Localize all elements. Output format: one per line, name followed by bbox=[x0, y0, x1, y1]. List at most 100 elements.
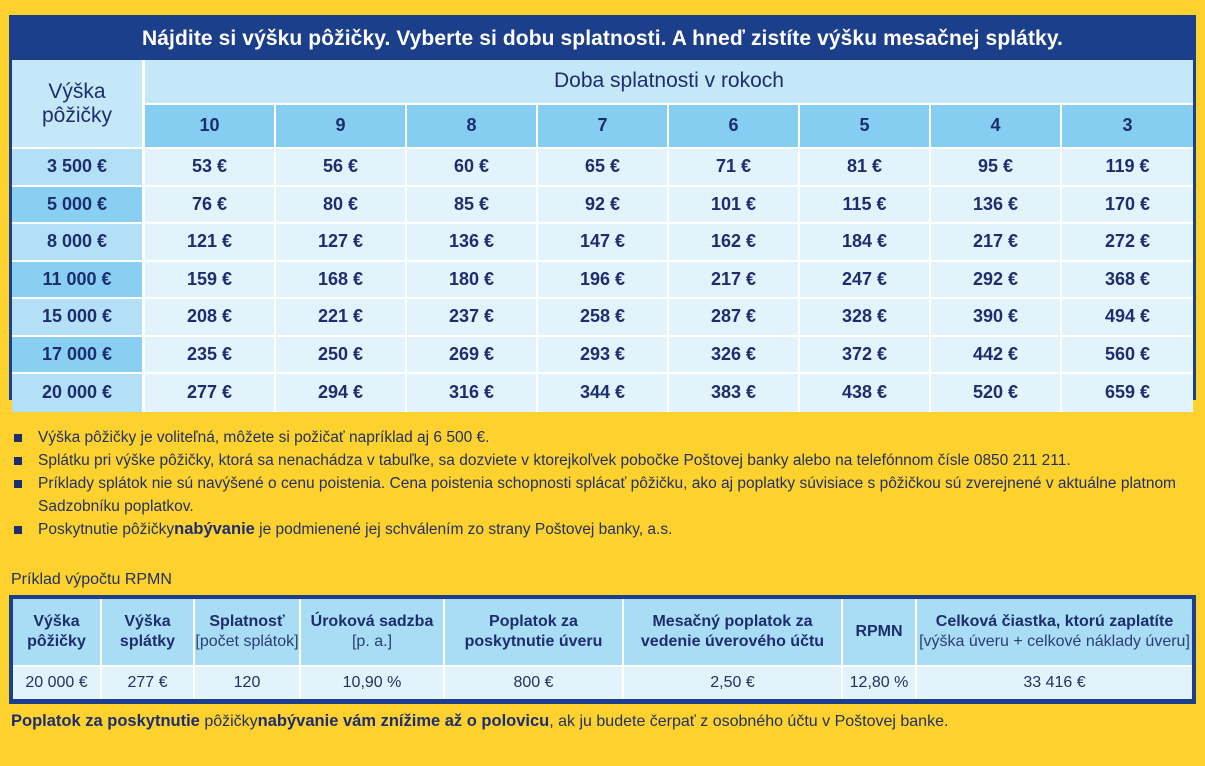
rpmn-header-row: Výška pôžičky Výška splátky Splatnosť [poče… bbox=[13, 599, 1192, 667]
installment-cell: 258 € bbox=[538, 299, 669, 337]
rpmn-header-subtitle: [počet splátok] bbox=[195, 633, 299, 650]
installment-cell: 208 € bbox=[145, 299, 276, 337]
note-text: Poskytnutie pôžičky bbox=[38, 521, 175, 538]
loan-amount-cell: 11 000 € bbox=[12, 261, 145, 299]
footer-text: pôžičky bbox=[199, 713, 258, 730]
installment-cell: 60 € bbox=[407, 149, 538, 187]
footer-emphasis: Poplatok za poskytnutie bbox=[11, 712, 200, 730]
loan-amount-header-line1: Výška bbox=[48, 79, 106, 103]
rpmn-table: Výška pôžičky Výška splátky Splatnosť [poče… bbox=[13, 599, 1192, 699]
installment-cell: 147 € bbox=[538, 224, 669, 262]
installment-cell: 76 € bbox=[145, 186, 276, 224]
rpmn-header-title: Úroková sadzba bbox=[310, 613, 434, 630]
term-row: 10 9 8 7 6 5 4 3 bbox=[12, 104, 1193, 149]
note-item: Poskytnutie pôžičkynabývanie je podmiene… bbox=[12, 518, 1192, 541]
installment-cell: 81 € bbox=[800, 149, 931, 187]
installment-cell: 217 € bbox=[669, 261, 800, 299]
installment-cell: 372 € bbox=[800, 336, 931, 374]
installment-cell: 277 € bbox=[145, 374, 276, 412]
installment-cell: 65 € bbox=[538, 149, 669, 187]
installment-cell: 115 € bbox=[800, 186, 931, 224]
installment-cell: 344 € bbox=[538, 374, 669, 412]
installment-cell: 294 € bbox=[276, 374, 407, 412]
term-year-header: 6 bbox=[669, 104, 800, 149]
installment-cell: 237 € bbox=[407, 299, 538, 337]
rpmn-value-cell: 20 000 € bbox=[13, 667, 102, 699]
installment-cell: 71 € bbox=[669, 149, 800, 187]
installment-cell: 328 € bbox=[800, 299, 931, 337]
installment-cell: 53 € bbox=[145, 149, 276, 187]
installment-cell: 92 € bbox=[538, 186, 669, 224]
notes-list: Výška pôžičky je voliteľná, môžete si po… bbox=[12, 426, 1192, 541]
loan-table-panel: Nájdite si výšku pôžičky. Vyberte si dob… bbox=[9, 15, 1196, 412]
example-label: Príklad výpočtu RPMN bbox=[11, 571, 172, 588]
loan-amount-cell: 20 000 € bbox=[12, 374, 145, 412]
rpmn-header-title: Poplatok za poskytnutie úveru bbox=[464, 613, 603, 650]
note-item: Výška pôžičky je voliteľná, môžete si po… bbox=[12, 426, 1192, 449]
rpmn-value-cell: 10,90 % bbox=[301, 667, 445, 699]
rpmn-header-cell: Výška pôžičky bbox=[13, 599, 102, 667]
installment-cell: 127 € bbox=[276, 224, 407, 262]
installment-cell: 56 € bbox=[276, 149, 407, 187]
installment-cell: 136 € bbox=[931, 186, 1062, 224]
installment-cell: 119 € bbox=[1062, 149, 1193, 187]
installment-cell: 250 € bbox=[276, 336, 407, 374]
square-bullet-icon bbox=[14, 480, 22, 488]
installment-cell: 221 € bbox=[276, 299, 407, 337]
installment-cell: 80 € bbox=[276, 186, 407, 224]
rpmn-header-cell: Výška splátky bbox=[102, 599, 195, 667]
table-row: 3 500 €53 €56 €60 €65 €71 €81 €95 €119 € bbox=[12, 149, 1193, 187]
installment-cell: 235 € bbox=[145, 336, 276, 374]
installment-cell: 293 € bbox=[538, 336, 669, 374]
installment-cell: 217 € bbox=[931, 224, 1062, 262]
installment-cell: 170 € bbox=[1062, 186, 1193, 224]
rpmn-value-cell: 120 bbox=[195, 667, 301, 699]
footer-emphasis: nabývanie vám znížime až o polovicu bbox=[257, 712, 550, 730]
rpmn-value-cell: 33 416 € bbox=[917, 667, 1192, 699]
rpmn-table-panel: Výška pôžičky Výška splátky Splatnosť [poče… bbox=[9, 595, 1196, 704]
rpmn-value-cell: 800 € bbox=[445, 667, 624, 699]
installment-cell: 162 € bbox=[669, 224, 800, 262]
installment-cell: 292 € bbox=[931, 261, 1062, 299]
rpmn-header-subtitle: [výška úveru + celkové náklady úveru] bbox=[919, 633, 1190, 650]
table-row: 15 000 €208 €221 €237 €258 €287 €328 €39… bbox=[12, 299, 1193, 337]
installment-cell: 520 € bbox=[931, 374, 1062, 412]
installment-cell: 180 € bbox=[407, 261, 538, 299]
installment-cell: 390 € bbox=[931, 299, 1062, 337]
installment-cell: 168 € bbox=[276, 261, 407, 299]
loan-amount-cell: 17 000 € bbox=[12, 336, 145, 374]
table-row: 8 000 €121 €127 €136 €147 €162 €184 €217… bbox=[12, 224, 1193, 262]
note-text: Splátku pri výške pôžičky, ktorá sa nena… bbox=[38, 452, 1071, 469]
term-year-header: 10 bbox=[145, 104, 276, 149]
installment-cell: 494 € bbox=[1062, 299, 1193, 337]
installment-cell: 196 € bbox=[538, 261, 669, 299]
installment-cell: 269 € bbox=[407, 336, 538, 374]
rpmn-header-title: Celková čiastka, ktorú zaplatíte bbox=[935, 613, 1174, 630]
rpmn-header-title: Splatnosť bbox=[209, 613, 285, 630]
installment-cell: 442 € bbox=[931, 336, 1062, 374]
rpmn-header-cell: Mesačný poplatok za vedenie úverového úč… bbox=[624, 599, 843, 667]
note-item: Príklady splátok nie sú navýšené o cenu … bbox=[12, 472, 1192, 518]
rpmn-header-title: RPMN bbox=[855, 623, 903, 640]
term-year-header: 3 bbox=[1062, 104, 1193, 149]
installment-cell: 326 € bbox=[669, 336, 800, 374]
installment-cell: 383 € bbox=[669, 374, 800, 412]
note-text: Výška pôžičky je voliteľná, môžete si po… bbox=[38, 429, 490, 446]
rpmn-header-cell: Splatnosť [počet splátok] bbox=[195, 599, 301, 667]
rpmn-header-cell: Úroková sadzba [p. a.] bbox=[301, 599, 445, 667]
table-row: 20 000 €277 €294 €316 €344 €383 €438 €52… bbox=[12, 374, 1193, 412]
installment-cell: 184 € bbox=[800, 224, 931, 262]
installment-cell: 438 € bbox=[800, 374, 931, 412]
rpmn-header-title: Mesačný poplatok za vedenie úverového úč… bbox=[640, 613, 825, 650]
rpmn-value-cell: 2,50 € bbox=[624, 667, 843, 699]
rpmn-header-title: Výška splátky bbox=[119, 613, 176, 650]
rpmn-header-subtitle: [p. a.] bbox=[351, 633, 393, 650]
note-text: Príklady splátok nie sú navýšené o cenu … bbox=[38, 475, 1176, 515]
installment-cell: 287 € bbox=[669, 299, 800, 337]
term-year-header: 9 bbox=[276, 104, 407, 149]
term-year-header: 7 bbox=[538, 104, 669, 149]
installment-cell: 121 € bbox=[145, 224, 276, 262]
table-row: 5 000 €76 €80 €85 €92 €101 €115 €136 €17… bbox=[12, 186, 1193, 224]
table-row: 17 000 €235 €250 €269 €293 €326 €372 €44… bbox=[12, 336, 1193, 374]
loan-amount-cell: 15 000 € bbox=[12, 299, 145, 337]
